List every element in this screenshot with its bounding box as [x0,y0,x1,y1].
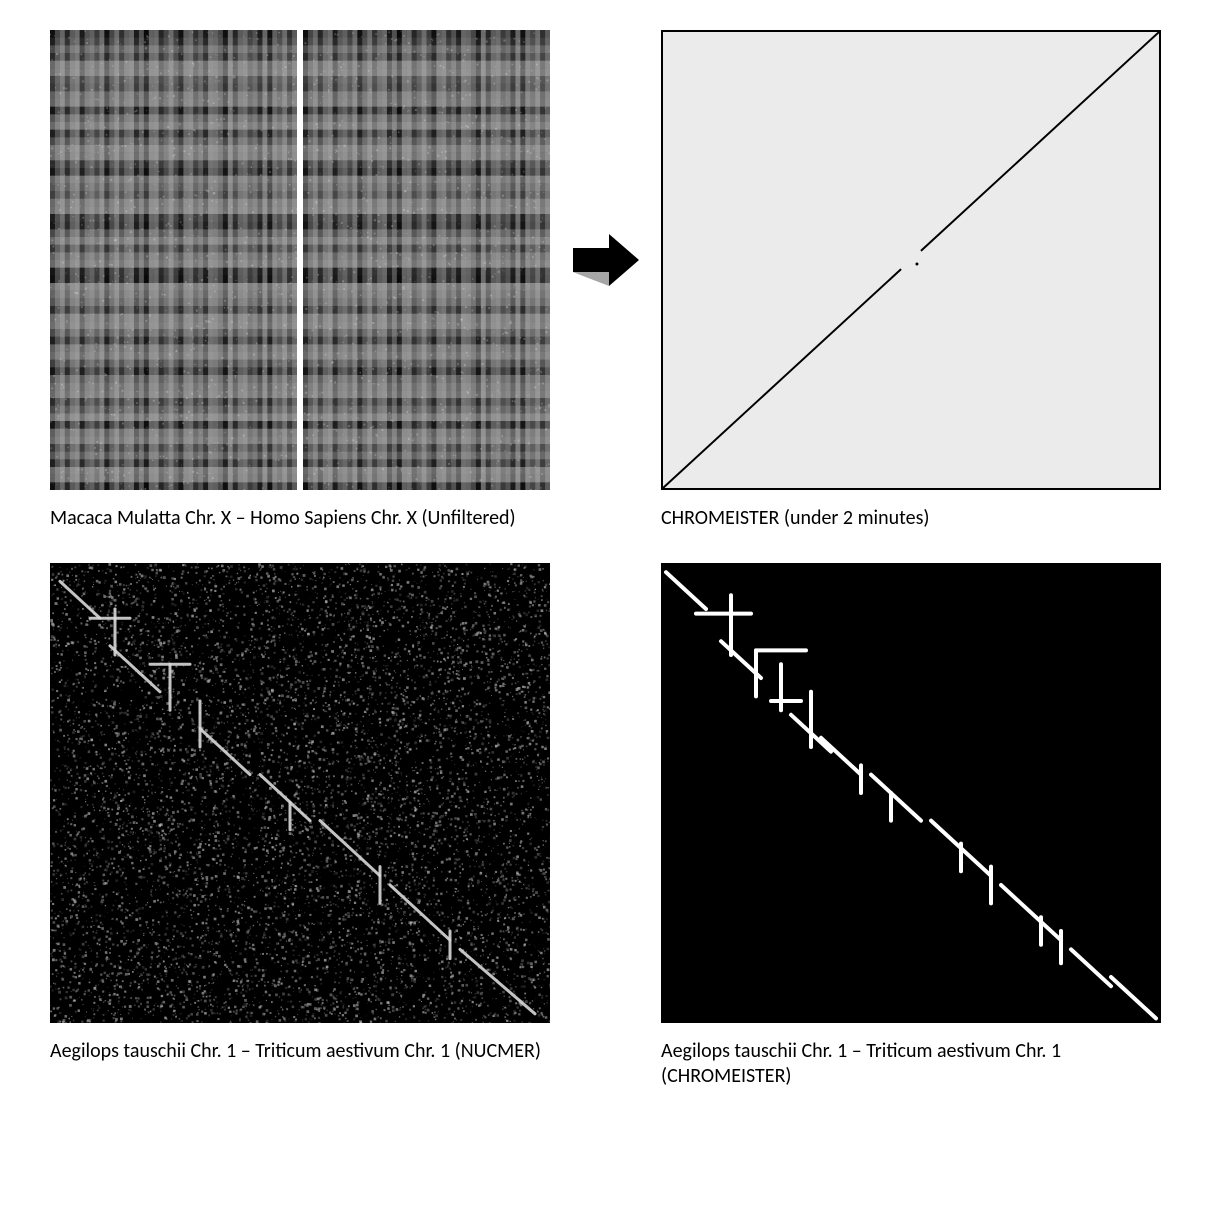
dotplot-chromeister-dark [661,563,1161,1023]
caption-bottom-left: Aegilops tauschii Chr. 1 – Triticum aest… [50,1039,550,1064]
panel-bottom-right [661,563,1162,1023]
panel-top-left [50,30,551,490]
dotplot-nucmer [50,563,550,1023]
figure-grid: Macaca Mulatta Chr. X – Homo Sapiens Chr… [50,30,1162,1089]
arrow-right [571,30,641,490]
caption-top-right: CHROMEISTER (under 2 minutes) [661,506,1161,531]
dotplot-unfiltered [50,30,550,490]
arrow-right-icon [571,230,641,290]
caption-top-left: Macaca Mulatta Chr. X – Homo Sapiens Chr… [50,506,550,531]
panel-top-right [661,30,1162,490]
caption-bottom-right: Aegilops tauschii Chr. 1 – Triticum aest… [661,1039,1161,1089]
dotplot-chromeister-xy [661,30,1161,490]
panel-bottom-left [50,563,551,1023]
